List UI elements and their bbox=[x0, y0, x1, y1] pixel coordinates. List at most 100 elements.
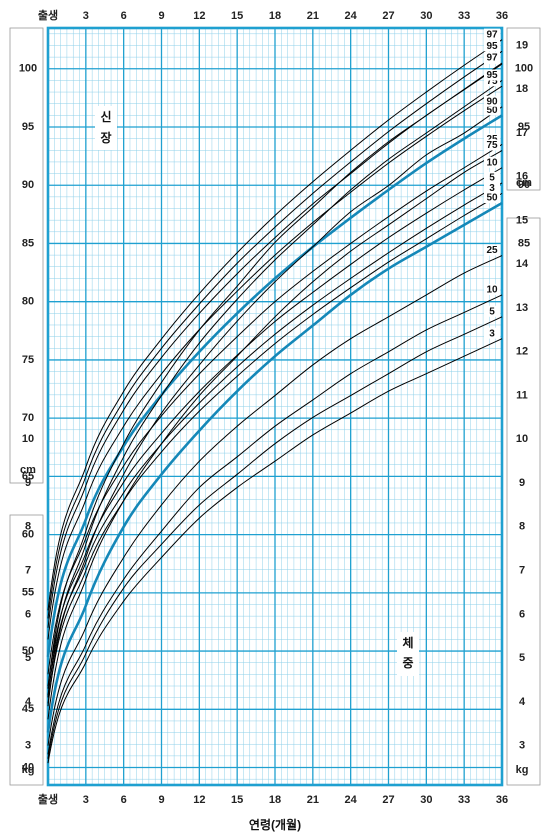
weight-left-axis-box bbox=[9, 514, 44, 786]
weight-percentile-bg bbox=[484, 139, 500, 151]
height-tick-left: 70 bbox=[22, 412, 34, 424]
weight-tick-left: 9 bbox=[25, 477, 31, 489]
weight-curve-p25 bbox=[47, 255, 503, 746]
x-tick-bottom: 출생 bbox=[38, 792, 58, 806]
x-tick-top: 9 bbox=[158, 10, 164, 22]
height-curve-p10 bbox=[47, 167, 503, 687]
x-tick-top: 3 bbox=[83, 10, 89, 22]
height-percentile-bg bbox=[484, 75, 500, 87]
x-tick-bottom: 6 bbox=[121, 794, 127, 806]
height-percentile-label: 10 bbox=[486, 157, 498, 168]
height-curve-p95 bbox=[47, 50, 503, 619]
height-percentile-bg bbox=[484, 40, 500, 52]
x-tick-top: 15 bbox=[231, 10, 243, 22]
height-curve-p75 bbox=[47, 85, 503, 640]
weight-tick-right: 5 bbox=[519, 652, 525, 664]
height-tick-left: 60 bbox=[22, 529, 34, 541]
x-tick-bottom: 24 bbox=[345, 794, 358, 806]
weight-curve-p10 bbox=[47, 294, 503, 755]
height-right-axis-box bbox=[506, 27, 541, 191]
height-label-char: 신 bbox=[100, 109, 111, 124]
x-tick-bottom: 21 bbox=[307, 794, 319, 806]
height-percentile-label: 75 bbox=[486, 76, 498, 87]
plot-border bbox=[46, 26, 504, 787]
height-tick-left: 95 bbox=[22, 121, 34, 133]
weight-tick-left: 3 bbox=[25, 740, 31, 752]
x-tick-top: 33 bbox=[458, 10, 470, 22]
weight-tick-left: 5 bbox=[25, 652, 31, 664]
height-tick-right: 90 bbox=[518, 179, 530, 191]
weight-tick-right: 10 bbox=[516, 433, 528, 445]
weight-percentile-bg bbox=[484, 95, 500, 107]
weight-label-bg bbox=[397, 632, 419, 676]
height-tick-left: 90 bbox=[22, 179, 34, 191]
x-tick-bottom: 15 bbox=[231, 794, 243, 806]
height-tick-left: 40 bbox=[22, 761, 34, 773]
weight-unit-right: kg bbox=[516, 764, 529, 776]
weight-tick-right-upper: 17 bbox=[516, 127, 528, 139]
x-tick-bottom: 3 bbox=[83, 794, 89, 806]
weight-tick-right-upper: 11 bbox=[516, 389, 528, 401]
weight-unit-left: kg bbox=[22, 764, 35, 776]
height-percentile-label: 97 bbox=[486, 29, 498, 40]
weight-tick-right-upper: 16 bbox=[516, 171, 528, 183]
x-tick-top: 출생 bbox=[38, 8, 58, 22]
weight-tick-left: 7 bbox=[25, 564, 31, 576]
chart-frame bbox=[46, 26, 504, 787]
height-curve-p3 bbox=[47, 192, 503, 704]
weight-percentile-bg bbox=[484, 244, 500, 256]
height-percentile-bg bbox=[484, 171, 500, 183]
weight-tick-right-upper: 18 bbox=[516, 83, 528, 95]
height-percentile-bg bbox=[484, 182, 500, 194]
x-tick-bottom: 27 bbox=[382, 794, 394, 806]
weight-tick-right-upper: 13 bbox=[516, 302, 528, 314]
height-curve-p50 bbox=[46, 114, 503, 658]
weight-curve-p97 bbox=[47, 62, 503, 689]
weight-percentile-label: 5 bbox=[489, 306, 495, 317]
x-tick-bottom: 9 bbox=[158, 794, 164, 806]
height-percentile-bg bbox=[484, 156, 500, 168]
weight-curve-p3 bbox=[47, 338, 503, 764]
height-unit-left: cm bbox=[20, 464, 36, 476]
height-tick-left: 80 bbox=[22, 296, 34, 308]
height-curve-p5 bbox=[47, 182, 503, 696]
weight-tick-right: 4 bbox=[519, 696, 526, 708]
axis-label-boxes bbox=[9, 27, 541, 786]
x-tick-bottom: 12 bbox=[193, 794, 205, 806]
weight-percentile-bg bbox=[484, 52, 500, 64]
chart-texts: 97959075502510539795907550251053출생출생3366… bbox=[19, 8, 533, 832]
height-curve-p25 bbox=[47, 144, 503, 675]
height-tick-right: 100 bbox=[515, 63, 533, 75]
height-percentile-bg bbox=[484, 28, 500, 40]
weight-tick-right-upper: 19 bbox=[516, 39, 528, 51]
height-tick-left: 55 bbox=[22, 587, 34, 599]
height-tick-left: 85 bbox=[22, 237, 34, 249]
weight-tick-right-upper: 12 bbox=[516, 346, 528, 358]
height-tick-left: 100 bbox=[19, 63, 37, 75]
weight-percentile-bg bbox=[484, 327, 500, 339]
weight-curve-p5 bbox=[47, 316, 503, 759]
height-percentile-label: 50 bbox=[486, 105, 498, 116]
height-tick-right: 95 bbox=[518, 121, 530, 133]
x-tick-bottom: 30 bbox=[420, 794, 432, 806]
weight-tick-left: 10 bbox=[22, 433, 34, 445]
height-tick-left: 75 bbox=[22, 354, 34, 366]
height-percentile-bg bbox=[484, 104, 500, 116]
x-tick-top: 36 bbox=[496, 10, 508, 22]
x-tick-bottom: 36 bbox=[496, 794, 508, 806]
weight-percentile-bg bbox=[484, 69, 500, 81]
weight-percentile-bg bbox=[484, 305, 500, 317]
weight-tick-right: 9 bbox=[519, 477, 525, 489]
weight-percentile-bg bbox=[484, 192, 500, 204]
x-tick-top: 24 bbox=[345, 10, 358, 22]
x-tick-top: 6 bbox=[121, 10, 127, 22]
weight-tick-right: 3 bbox=[519, 740, 525, 752]
height-tick-left: 65 bbox=[22, 470, 34, 482]
height-tick-left: 50 bbox=[22, 645, 34, 657]
height-percentile-bg bbox=[484, 133, 500, 145]
weight-label-char: 중 bbox=[402, 656, 413, 670]
weight-tick-left: 4 bbox=[25, 696, 32, 708]
weight-tick-left: 6 bbox=[25, 608, 31, 620]
weight-percentile-label: 25 bbox=[486, 245, 498, 256]
